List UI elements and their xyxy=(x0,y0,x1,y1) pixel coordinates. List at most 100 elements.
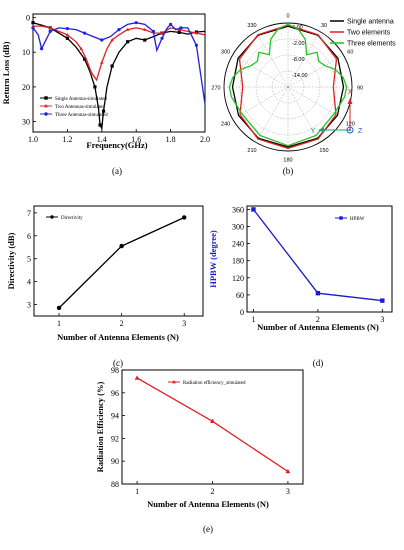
data-point xyxy=(177,27,181,31)
y-tick-label: 7 xyxy=(27,209,31,218)
y-tick-label: 60 xyxy=(236,291,244,300)
z-axis-dot xyxy=(349,129,351,131)
data-point xyxy=(143,38,147,42)
y-tick-label: 6 xyxy=(27,232,31,241)
series-line-1 xyxy=(33,25,206,82)
x-axis-label: Number of Antenna Elements (N) xyxy=(147,499,269,509)
legend-marker xyxy=(50,215,54,219)
data-point xyxy=(151,29,155,33)
data-point xyxy=(126,40,130,44)
x-tick-label: 1.8 xyxy=(166,135,176,144)
y-tick-label: 94 xyxy=(111,412,119,421)
data-point xyxy=(160,31,164,35)
y-tick-label: 98 xyxy=(111,366,119,375)
legend-label: Two Antennas-simulated xyxy=(55,105,105,110)
data-point xyxy=(48,25,52,30)
y-tick-label: 0 xyxy=(26,13,30,22)
angle-label: 150 xyxy=(319,148,328,154)
data-point xyxy=(100,38,104,42)
angle-label: 330 xyxy=(247,23,256,29)
data-point xyxy=(56,305,62,311)
y-tick-label: 92 xyxy=(111,434,119,443)
radial-label: -14.00 xyxy=(292,73,308,79)
chart-c: 1 2 3 3 4 5 6 7 Number of Antenna Elements (N) Di… xyxy=(6,205,204,342)
data-point xyxy=(65,36,69,40)
data-point xyxy=(182,215,187,220)
data-point xyxy=(40,47,44,51)
y-tick-label: 180 xyxy=(232,257,244,266)
y-tick-label: 3 xyxy=(27,301,31,310)
data-point xyxy=(285,468,291,474)
z-axis-name: Z xyxy=(358,128,363,135)
angle-label: 0 xyxy=(286,14,289,20)
data-point xyxy=(83,57,87,61)
caption-d: (d) xyxy=(313,358,324,368)
y-tick-label: 96 xyxy=(111,389,119,398)
x-axis-name: X xyxy=(348,89,353,96)
y-tick-label: 10 xyxy=(22,48,30,57)
x-tick-label: 1 xyxy=(57,319,61,328)
y-tick-label: 360 xyxy=(232,205,244,214)
legend-marker xyxy=(44,112,48,116)
x-tick-label: 1.6 xyxy=(131,135,141,144)
legend: Radiation efficiency_simulated xyxy=(168,379,246,386)
angle-label: 300 xyxy=(221,50,230,56)
data-point xyxy=(110,38,114,42)
polar-ring xyxy=(255,54,321,120)
data-point xyxy=(31,26,35,30)
data-point xyxy=(315,290,321,296)
x-tick-label: 1 xyxy=(135,487,139,496)
series-line-0 xyxy=(58,216,185,309)
x-tick-label: 2 xyxy=(316,315,320,324)
x-tick-label: 3 xyxy=(182,319,186,328)
data-point xyxy=(65,32,70,37)
data-point xyxy=(125,27,130,31)
y-tick-label: 0 xyxy=(240,308,244,317)
y-tick-label: 5 xyxy=(27,255,31,264)
caption-e: (e) xyxy=(203,524,213,534)
legend-marker xyxy=(44,103,48,108)
angle-label: 30 xyxy=(321,23,327,29)
data-point xyxy=(177,30,181,34)
legend-label: Three Antennas-simulated xyxy=(55,113,108,118)
angle-label: 210 xyxy=(247,148,256,154)
legend-label: HPBW xyxy=(350,217,365,222)
data-point xyxy=(169,22,173,27)
data-point xyxy=(48,29,52,33)
data-point xyxy=(380,298,385,303)
polar-series-0 xyxy=(231,25,345,148)
y-tick-label: 30 xyxy=(22,118,30,127)
data-point xyxy=(134,375,140,380)
series-line-0 xyxy=(136,377,289,473)
x-tick-label: 2.0 xyxy=(200,135,210,144)
legend-label: Two elements xyxy=(347,30,391,37)
data-point xyxy=(98,123,102,127)
y-arrow-head xyxy=(318,127,324,133)
x-tick-label: 1 xyxy=(251,315,255,324)
y-tick-label: 4 xyxy=(27,278,31,287)
caption-b: (b) xyxy=(283,166,294,176)
caption-a: (a) xyxy=(112,166,122,176)
legend-label: Single antenna xyxy=(347,19,394,26)
data-point xyxy=(210,418,215,424)
plot-frame xyxy=(121,369,304,485)
angle-label: 60 xyxy=(347,50,353,56)
caption-c: (c) xyxy=(113,358,123,368)
legend: Directivity xyxy=(46,215,83,221)
legend-label: Radiation efficiency_simulated xyxy=(183,381,246,386)
angle-label: 270 xyxy=(211,86,220,92)
series-line-0 xyxy=(252,209,383,302)
y-axis-name: Y xyxy=(311,128,316,135)
data-point xyxy=(117,28,121,32)
x-axis-label: Frequency(GHz) xyxy=(86,140,147,150)
y-tick-label: 90 xyxy=(111,457,119,466)
z-axis-symbol xyxy=(346,126,354,134)
data-point xyxy=(160,36,164,40)
data-point xyxy=(79,46,83,50)
radial-label: -2.00 xyxy=(292,41,305,47)
legend-label: Single Antenna-simulated xyxy=(55,97,107,102)
data-point xyxy=(194,43,198,47)
y-axis-label: HPBW (degree) xyxy=(208,230,218,288)
y-axis-label: Directivity (dB) xyxy=(6,232,16,289)
